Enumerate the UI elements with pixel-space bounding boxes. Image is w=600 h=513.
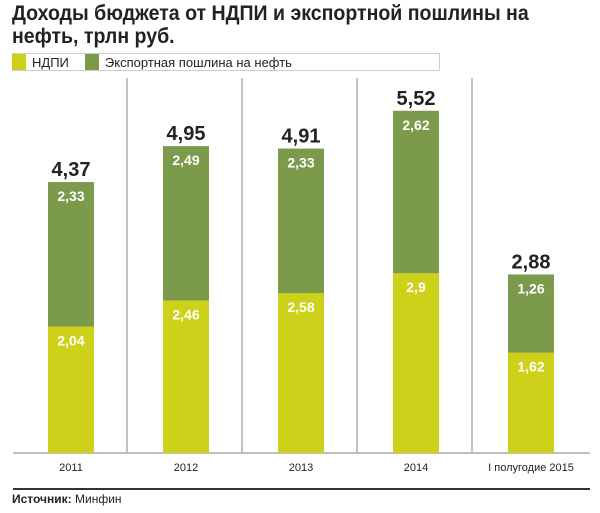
bar-export	[163, 146, 209, 301]
total-label: 5,52	[397, 88, 436, 110]
data-label: 1,62	[517, 359, 544, 375]
bar-ndpi	[163, 300, 209, 453]
total-label: 4,95	[167, 123, 206, 145]
legend-item-export: Экспортная пошлина на нефть	[84, 54, 292, 70]
data-label: 2,9	[406, 279, 426, 295]
bar-export	[278, 148, 324, 294]
x-tick-label: 2013	[289, 462, 313, 474]
bar-ndpi	[278, 293, 324, 453]
x-tick-label: 2011	[59, 462, 83, 474]
data-label: 1,26	[517, 280, 544, 296]
source-value: Минфин	[75, 492, 122, 506]
legend-label: Экспортная пошлина на нефть	[104, 54, 292, 70]
x-tick-label: 2012	[174, 462, 198, 474]
source-note: Источник: Минфин	[12, 492, 122, 506]
source-label: Источник:	[12, 492, 72, 506]
bar-export	[508, 274, 554, 353]
bar-ndpi	[48, 326, 94, 453]
data-label: 2,04	[57, 333, 84, 349]
data-label: 2,33	[57, 188, 84, 204]
total-label: 4,91	[282, 126, 321, 148]
legend-swatch	[12, 54, 26, 70]
x-tick-label: I полугодие 2015	[488, 462, 574, 474]
bar-ndpi	[508, 352, 554, 453]
data-label: 2,49	[172, 152, 199, 168]
total-label: 4,37	[52, 159, 91, 181]
legend-swatch	[84, 54, 99, 70]
legend-item-ndpi: НДПИ	[12, 54, 69, 70]
total-label: 2,88	[512, 251, 551, 273]
data-label: 2,58	[287, 299, 314, 315]
data-label: 2,33	[287, 155, 314, 171]
legend: НДПИ Экспортная пошлина на нефть	[12, 53, 440, 71]
x-tick-label: 2014	[404, 462, 428, 474]
legend-label: НДПИ	[32, 54, 69, 70]
data-label: 2,46	[172, 306, 199, 322]
bar-ndpi	[393, 273, 439, 453]
bar-export	[48, 182, 94, 327]
chart-title: Доходы бюджета от НДПИ и экспортной пошл…	[12, 2, 529, 48]
data-label: 2,62	[402, 117, 429, 133]
bar-export	[393, 110, 439, 274]
